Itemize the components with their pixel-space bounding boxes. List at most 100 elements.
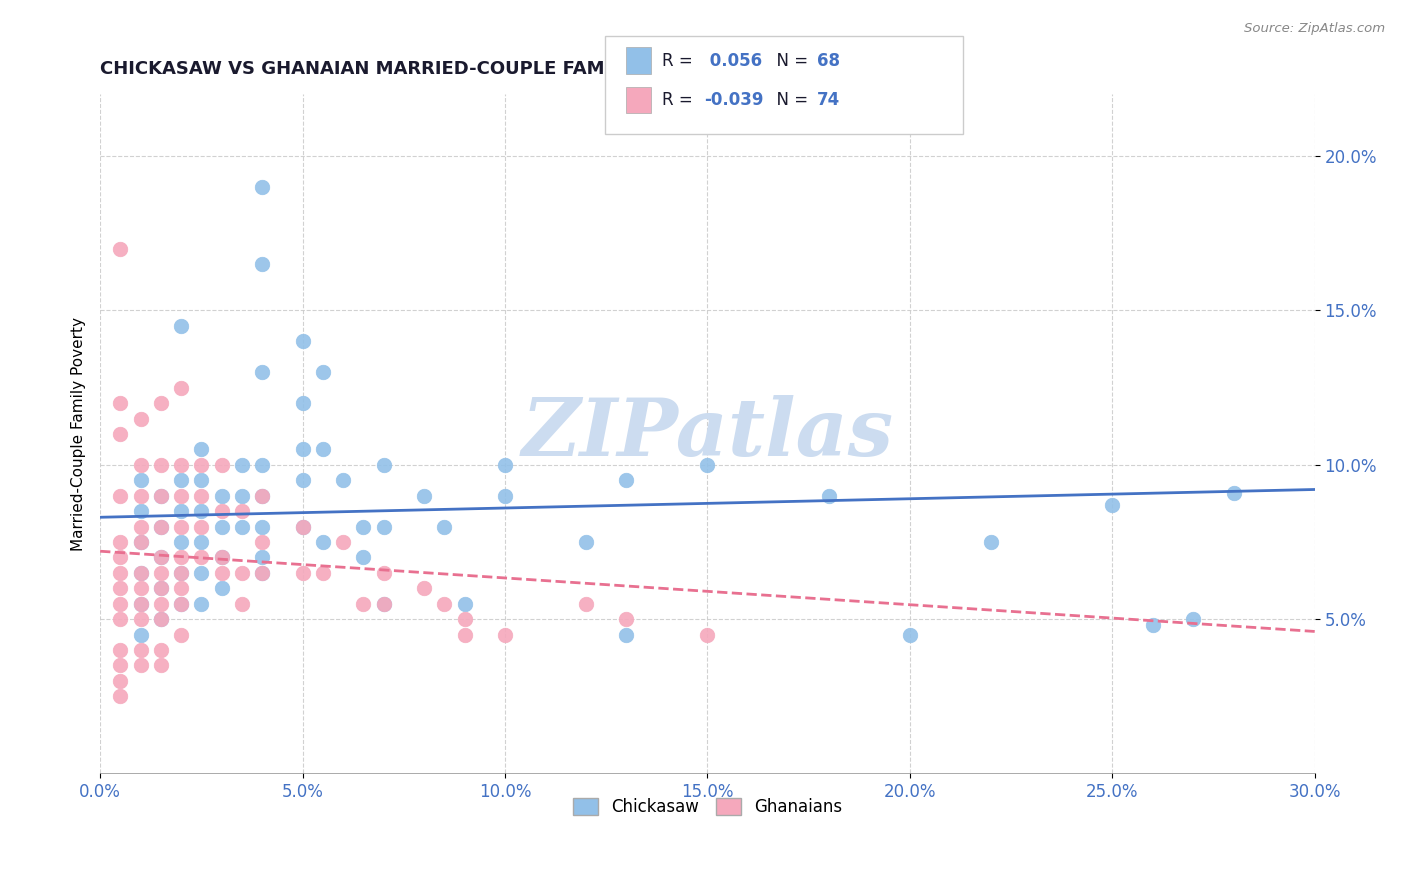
Point xyxy=(190,535,212,549)
Point xyxy=(312,535,335,549)
Point xyxy=(433,597,456,611)
Point xyxy=(494,627,516,641)
Point xyxy=(190,473,212,487)
Point xyxy=(250,489,273,503)
Point xyxy=(332,535,354,549)
Point xyxy=(291,519,314,533)
Point xyxy=(190,566,212,580)
Point xyxy=(312,566,335,580)
Point xyxy=(616,473,638,487)
Point xyxy=(149,489,172,503)
Point xyxy=(190,597,212,611)
Point xyxy=(291,334,314,349)
Point xyxy=(129,411,152,425)
Point xyxy=(149,643,172,657)
Point xyxy=(373,597,395,611)
Point xyxy=(373,566,395,580)
Point xyxy=(211,519,233,533)
Point xyxy=(110,612,132,626)
Point xyxy=(575,597,598,611)
Y-axis label: Married-Couple Family Poverty: Married-Couple Family Poverty xyxy=(72,317,86,551)
Point xyxy=(250,550,273,565)
Point xyxy=(250,365,273,379)
Point xyxy=(129,535,152,549)
Text: 68: 68 xyxy=(817,52,839,70)
Point xyxy=(575,535,598,549)
Point xyxy=(453,627,475,641)
Point xyxy=(250,180,273,194)
Point xyxy=(616,627,638,641)
Point xyxy=(110,242,132,256)
Point xyxy=(211,550,233,565)
Point xyxy=(170,597,193,611)
Point xyxy=(1182,612,1205,626)
Point xyxy=(129,581,152,595)
Point xyxy=(373,458,395,472)
Text: CHICKASAW VS GHANAIAN MARRIED-COUPLE FAMILY POVERTY CORRELATION CHART: CHICKASAW VS GHANAIAN MARRIED-COUPLE FAM… xyxy=(100,60,953,78)
Point xyxy=(898,627,921,641)
Point xyxy=(291,473,314,487)
Point xyxy=(170,597,193,611)
Point xyxy=(170,504,193,518)
Point xyxy=(190,519,212,533)
Point xyxy=(129,504,152,518)
Point xyxy=(170,627,193,641)
Point xyxy=(433,519,456,533)
Point xyxy=(110,673,132,688)
Point xyxy=(129,535,152,549)
Point xyxy=(110,426,132,441)
Point xyxy=(170,550,193,565)
Point xyxy=(149,489,172,503)
Point xyxy=(110,643,132,657)
Point xyxy=(149,612,172,626)
Text: N =: N = xyxy=(766,91,814,109)
Point xyxy=(494,458,516,472)
Point xyxy=(231,566,253,580)
Point xyxy=(110,581,132,595)
Text: 74: 74 xyxy=(817,91,841,109)
Point xyxy=(312,365,335,379)
Point xyxy=(110,658,132,673)
Point xyxy=(110,396,132,410)
Point xyxy=(129,597,152,611)
Point xyxy=(149,566,172,580)
Point xyxy=(129,597,152,611)
Point xyxy=(211,566,233,580)
Point xyxy=(190,489,212,503)
Point xyxy=(149,658,172,673)
Point xyxy=(149,597,172,611)
Point xyxy=(352,519,374,533)
Point xyxy=(250,489,273,503)
Point xyxy=(211,489,233,503)
Point xyxy=(129,612,152,626)
Point xyxy=(149,581,172,595)
Point xyxy=(149,396,172,410)
Point xyxy=(373,519,395,533)
Point xyxy=(231,504,253,518)
Text: Source: ZipAtlas.com: Source: ZipAtlas.com xyxy=(1244,22,1385,36)
Point xyxy=(149,550,172,565)
Point xyxy=(231,489,253,503)
Point xyxy=(413,489,436,503)
Point xyxy=(110,690,132,704)
Point xyxy=(211,581,233,595)
Legend: Chickasaw, Ghanaians: Chickasaw, Ghanaians xyxy=(567,791,849,822)
Point xyxy=(110,597,132,611)
Point xyxy=(818,489,841,503)
Point xyxy=(149,612,172,626)
Point xyxy=(170,566,193,580)
Point xyxy=(170,381,193,395)
Point xyxy=(616,612,638,626)
Point xyxy=(170,473,193,487)
Text: N =: N = xyxy=(766,52,814,70)
Point xyxy=(190,504,212,518)
Point xyxy=(129,566,152,580)
Point xyxy=(170,566,193,580)
Point xyxy=(170,489,193,503)
Point xyxy=(291,566,314,580)
Point xyxy=(250,535,273,549)
Point xyxy=(332,473,354,487)
Point xyxy=(352,550,374,565)
Point xyxy=(211,504,233,518)
Point xyxy=(110,535,132,549)
